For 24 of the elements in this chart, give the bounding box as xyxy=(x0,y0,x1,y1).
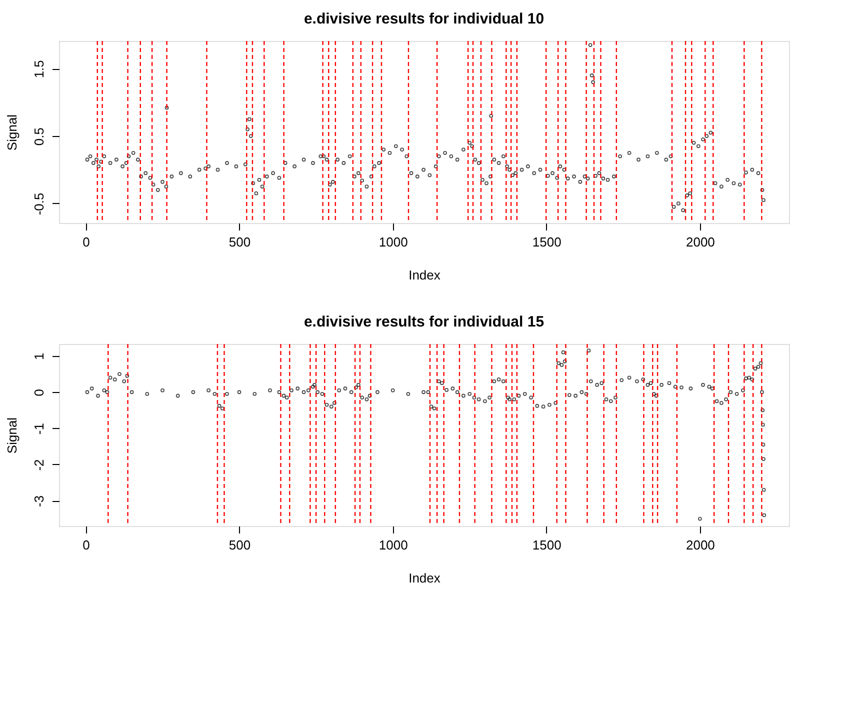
chart-title: e.divisive results for individual 15 xyxy=(304,313,544,330)
y-axis-title: Signal xyxy=(4,114,20,151)
y-tick-label: 1 xyxy=(32,352,46,360)
y-axis-title: Signal xyxy=(4,417,20,454)
y-tick-label: -3 xyxy=(32,495,46,507)
y-tick-label: -1 xyxy=(32,423,46,435)
x-tick-label: 500 xyxy=(228,538,251,552)
y-tick-label: 0.5 xyxy=(32,128,46,146)
x-tick-label: 1000 xyxy=(378,538,408,552)
x-tick-label: 1000 xyxy=(378,234,408,250)
x-tick-label: 2000 xyxy=(686,538,715,552)
x-axis-title: Index xyxy=(408,268,441,282)
x-tick-label: 1500 xyxy=(532,538,562,552)
y-tick-label: 0 xyxy=(32,389,46,396)
x-tick-label: 0 xyxy=(82,234,90,250)
chart-title: e.divisive results for individual 10 xyxy=(304,10,544,28)
y-tick-label: -0.5 xyxy=(32,192,46,216)
y-tick-label: 1.5 xyxy=(32,60,46,78)
x-tick-label: 2000 xyxy=(686,234,715,250)
x-tick-label: 1500 xyxy=(532,234,562,250)
x-tick-label: 500 xyxy=(228,234,251,250)
x-tick-label: 0 xyxy=(82,538,90,552)
x-axis-title: Index xyxy=(408,570,441,586)
y-tick-label: -2 xyxy=(32,459,46,471)
